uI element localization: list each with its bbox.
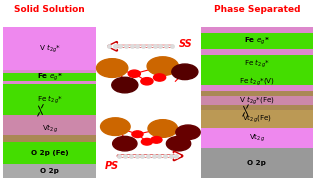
Circle shape [147, 57, 178, 76]
Circle shape [132, 131, 143, 138]
Text: Fe $t_{2g}$*: Fe $t_{2g}$* [244, 58, 270, 70]
Bar [201, 55, 313, 73]
Circle shape [112, 77, 138, 93]
Circle shape [100, 118, 130, 136]
Text: Phase Separated: Phase Separated [214, 5, 300, 14]
Circle shape [154, 74, 166, 81]
Bar [201, 49, 313, 55]
Bar [3, 27, 96, 70]
Bar [201, 27, 313, 33]
Text: Fe $t_{2g}$*: Fe $t_{2g}$* [37, 93, 63, 106]
Circle shape [141, 78, 153, 85]
Bar [3, 115, 96, 142]
Bar [201, 85, 313, 91]
Bar [201, 91, 313, 110]
Bar [3, 70, 96, 73]
Text: PS: PS [105, 161, 119, 171]
Text: V$t_{2g}$: V$t_{2g}$ [42, 122, 58, 135]
Circle shape [167, 136, 191, 151]
Bar [201, 27, 313, 55]
Circle shape [172, 64, 198, 80]
Circle shape [151, 136, 162, 143]
Bar [3, 142, 96, 164]
Bar [3, 164, 96, 178]
Bar [201, 73, 313, 91]
Text: O 2p: O 2p [40, 168, 59, 174]
Bar [3, 70, 96, 84]
Text: V $t_{2g}$*(Fe): V $t_{2g}$*(Fe) [239, 94, 275, 107]
Bar [201, 110, 313, 128]
Bar [201, 105, 313, 110]
Circle shape [148, 120, 178, 137]
Text: O 2p: O 2p [247, 160, 266, 166]
Text: SS: SS [179, 40, 192, 49]
Bar [3, 81, 96, 84]
Circle shape [97, 59, 128, 77]
Text: Vt$_{2g}$: Vt$_{2g}$ [249, 132, 265, 144]
Text: Vt$_{2g}$(Fe): Vt$_{2g}$(Fe) [242, 114, 272, 125]
Bar [3, 136, 96, 142]
Circle shape [112, 136, 137, 151]
Text: Fe $e_g$*: Fe $e_g$* [244, 36, 270, 47]
Bar [3, 84, 96, 115]
Circle shape [176, 125, 200, 139]
Text: Fe $e_g$*: Fe $e_g$* [37, 71, 63, 83]
Circle shape [141, 138, 153, 145]
Text: Fe $t_{2g}$*(V): Fe $t_{2g}$*(V) [239, 76, 275, 88]
Bar [201, 128, 313, 148]
Circle shape [128, 70, 140, 77]
Bar [201, 148, 313, 178]
Text: Solid Solution: Solid Solution [15, 5, 85, 14]
Text: V $t_{2g}$*: V $t_{2g}$* [39, 43, 61, 55]
Bar [201, 91, 313, 96]
Text: O 2p (Fe): O 2p (Fe) [31, 150, 69, 156]
